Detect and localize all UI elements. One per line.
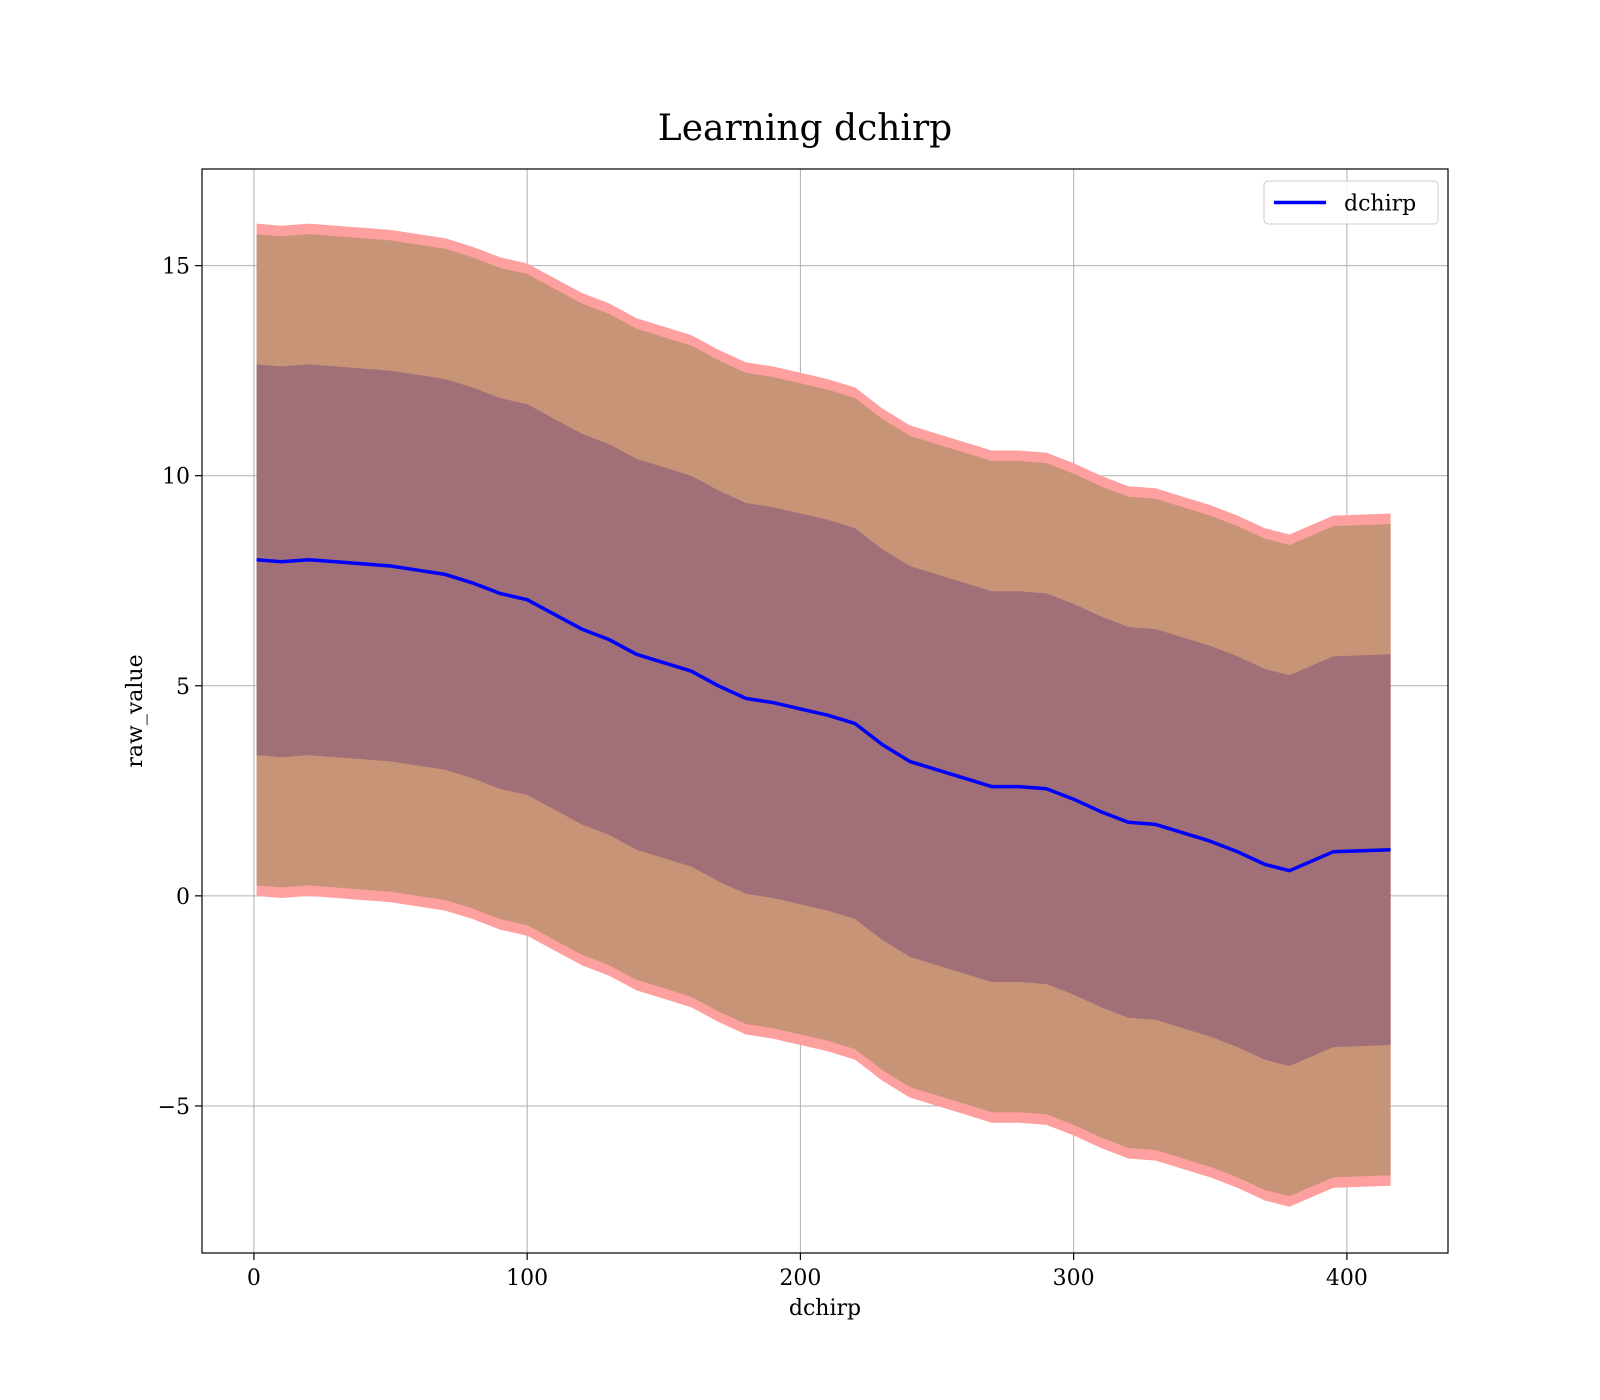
x-tick-label-2: 200 (779, 1266, 821, 1291)
y-tick-label-3: 10 (162, 465, 190, 490)
y-axis-label: raw_value (123, 654, 148, 767)
chart-title: Learning dchirp (658, 108, 952, 149)
legend-label-dchirp: dchirp (1344, 192, 1416, 217)
legend: dchirp (1263, 180, 1439, 225)
legend-box (1263, 180, 1439, 225)
y-tick-label-2: 5 (176, 675, 190, 700)
series-line-dchirp (256, 557, 1391, 873)
y-tick-label-4: 15 (162, 255, 190, 280)
x-tick-label-3: 300 (1053, 1266, 1095, 1291)
x-axis-label: dchirp (789, 1296, 861, 1321)
series-lines (256, 557, 1391, 873)
plot-frame (201, 168, 1449, 1254)
axis-ticks: 0 100 200 300 400 −5 0 5 10 15 (158, 255, 1368, 1291)
y-tick-label-1: 0 (176, 885, 190, 910)
x-tick-label-4: 400 (1326, 1266, 1368, 1291)
y-tick-label-0: −5 (158, 1095, 190, 1120)
x-tick-label-1: 100 (506, 1266, 548, 1291)
x-tick-label-0: 0 (247, 1266, 261, 1291)
